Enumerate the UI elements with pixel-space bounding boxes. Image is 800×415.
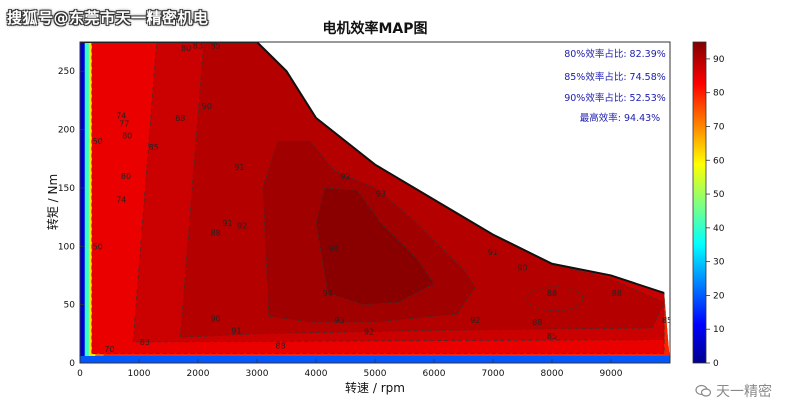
x-tick-label: 6000: [423, 369, 446, 379]
contour-label: 74: [116, 196, 126, 205]
contour-label: 90: [202, 102, 212, 111]
colorbar-tick-label: 60: [713, 156, 725, 166]
y-tick-label: 200: [58, 126, 75, 136]
y-tick-label: 250: [58, 67, 75, 77]
colorbar-tick-label: 10: [713, 325, 725, 335]
contour-label: 77: [119, 120, 129, 129]
contour-label: 91: [231, 326, 241, 335]
contour-label: 88: [532, 318, 542, 327]
efficiency-stat: 90%效率占比: 52.53%: [564, 92, 666, 104]
contour-label: 88: [175, 114, 185, 123]
contour-label: 80: [122, 131, 132, 140]
colorbar-tick-label: 0: [713, 359, 719, 369]
contour-label: 93: [376, 190, 386, 199]
x-tick-label: 7000: [482, 369, 505, 379]
contour-label: 92: [470, 316, 480, 325]
contour-label: 74: [116, 112, 126, 121]
efficiency-stat: 最高效率: 94.43%: [580, 112, 660, 124]
contour-label: 91: [488, 248, 498, 257]
contour-label: 94: [323, 289, 333, 298]
x-tick-label: 1000: [128, 369, 151, 379]
contour-label: 88: [276, 341, 286, 350]
colorbar-tick-label: 90: [713, 55, 725, 65]
colorbar-tick-label: 30: [713, 258, 725, 268]
contour-label: 90: [211, 315, 221, 324]
max-torque-curve: [80, 42, 665, 294]
y-tick-label: 0: [69, 359, 75, 369]
y-tick-label: 150: [58, 184, 75, 194]
x-tick-label: 9000: [600, 369, 623, 379]
above-limit-area: [80, 42, 670, 293]
contour-label: 80: [121, 172, 131, 181]
contour-label: 50: [93, 242, 103, 251]
contour-label: 85: [211, 42, 221, 51]
contour-label: 80: [181, 44, 191, 53]
colorbar: [692, 41, 707, 364]
x-tick-label: 5000: [364, 369, 387, 379]
contour-label: 88: [547, 289, 557, 298]
contour-label: 90: [517, 263, 527, 272]
contour-label: 70: [104, 345, 114, 354]
contour-label: 85: [662, 316, 672, 325]
contour-label: 88: [211, 228, 221, 237]
x-axis-label: 转速 / rpm: [345, 380, 405, 395]
y-axis-label: 转矩 / Nm: [45, 174, 60, 230]
colorbar-tick-label: 20: [713, 291, 725, 301]
colorbar-tick-label: 40: [713, 224, 725, 234]
x-tick-label: 0: [77, 369, 83, 379]
efficiency-region-94: [315, 187, 435, 305]
contour-label: 85: [149, 143, 159, 152]
contour-label: 91: [234, 163, 244, 172]
contour-label: 83: [193, 42, 203, 51]
y-tick-label: 100: [58, 242, 75, 252]
contour-label: 83: [140, 338, 150, 347]
contour-label: 91: [222, 219, 232, 228]
colorbar-tick-label: 80: [713, 89, 725, 99]
contour-label: 93: [335, 316, 345, 325]
x-tick-label: 4000: [305, 369, 328, 379]
efficiency-stat: 85%效率占比: 74.58%: [564, 71, 666, 83]
contour-label: 92: [237, 221, 247, 230]
wechat-icon: [695, 384, 712, 397]
efficiency-stat: 80%效率占比: 82.39%: [564, 48, 666, 60]
contour-label: 85: [547, 332, 557, 341]
contour-label: 92: [364, 327, 374, 336]
watermark-text: 搜狐号@东莞市天一精密机电: [7, 9, 209, 27]
wechat-watermark: 天一精密: [695, 381, 772, 401]
colorbar-tick-label: 70: [713, 122, 725, 132]
contour-label: 88: [612, 289, 622, 298]
efficiency-island: [526, 286, 584, 312]
chart-title: 电机效率MAP图: [322, 20, 427, 37]
contour-label: 50: [93, 137, 103, 146]
wechat-account-name: 天一精密: [716, 384, 772, 400]
x-tick-label: 8000: [541, 369, 564, 379]
contour-label: 94: [329, 245, 339, 254]
contour-label: 92: [340, 172, 350, 181]
y-tick-label: 50: [64, 301, 76, 311]
colorbar-tick-label: 50: [713, 190, 725, 200]
x-tick-label: 2000: [187, 369, 210, 379]
x-tick-label: 3000: [246, 369, 269, 379]
